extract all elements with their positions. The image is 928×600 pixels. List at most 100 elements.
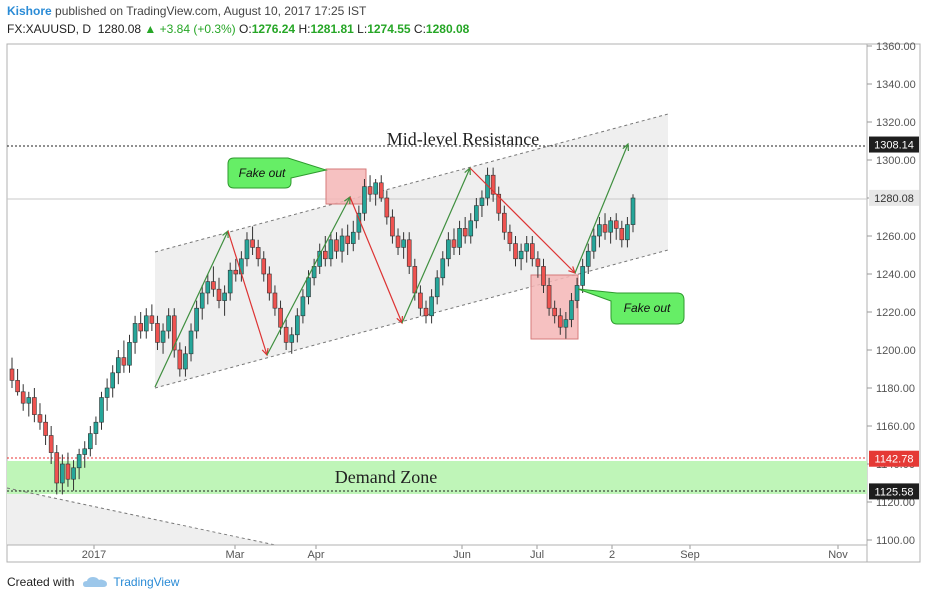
candle-body (267, 273, 272, 294)
candle-body (37, 414, 43, 423)
demand-zone (7, 461, 867, 494)
candle-body (149, 315, 155, 324)
candle-body (557, 315, 563, 328)
x-tick-label: Jun (453, 549, 471, 561)
candle-body (418, 292, 423, 309)
candle-body (507, 231, 513, 244)
candle-body (295, 315, 300, 336)
x-tick-label: Nov (828, 549, 848, 561)
open-label: O: (239, 22, 252, 36)
lower-trend-line (6, 487, 276, 546)
candle-body (54, 452, 60, 484)
candle-body (138, 323, 143, 332)
price-label-bg (869, 450, 919, 467)
candle-body (362, 186, 367, 214)
candle-body (608, 220, 613, 233)
candle-body (529, 243, 535, 260)
price-label-bg (869, 189, 919, 206)
candle-body (479, 197, 485, 206)
x-tick-label: Mar (226, 549, 245, 561)
published-text: published on TradingView.com, August 10,… (55, 4, 367, 18)
x-tick-label: Sep (680, 549, 700, 561)
x-tick-label: Jul (530, 549, 544, 561)
price-label: 1280.08 (874, 193, 914, 205)
candle-body (48, 435, 54, 453)
author-name[interactable]: Kishore (7, 4, 52, 18)
candle-body (32, 397, 37, 415)
candle-body (216, 288, 222, 301)
swing-arrow (349, 196, 403, 324)
y-tick-label: 1220.00 (876, 307, 916, 319)
candle-body (127, 342, 132, 366)
candle-body (563, 319, 569, 328)
candles (9, 167, 636, 495)
x-tick-label: 2017 (82, 549, 106, 561)
candle-body (227, 269, 233, 294)
candle-body (569, 300, 574, 320)
ohlc-header: FX:XAUUSD, D 1280.08 ▲ +3.84 (+0.3%) O:1… (7, 22, 469, 36)
candle-body (345, 235, 350, 244)
candle-body (115, 357, 121, 374)
candle-body (406, 239, 412, 267)
candle-body (373, 182, 378, 195)
y-tick-label: 1300.00 (876, 155, 916, 167)
candle-body (306, 277, 311, 298)
candle-body (171, 315, 177, 351)
candle-body (462, 228, 468, 237)
y-tick-label: 1260.00 (876, 231, 916, 243)
candle-body (76, 454, 82, 469)
candle-body (434, 277, 440, 298)
close-label: C: (413, 22, 426, 36)
candle-body (205, 281, 211, 294)
tradingview-link[interactable]: TradingView (113, 575, 180, 589)
candle-body (625, 224, 630, 241)
created-with-text: Created with (7, 575, 75, 589)
price-label: 1142.78 (875, 454, 914, 466)
candle-body (591, 235, 597, 252)
candle-body (272, 292, 278, 309)
y-tick-label: 1100.00 (876, 535, 915, 547)
swing-arrow (227, 230, 268, 356)
candle-body (183, 353, 188, 370)
candle-body (524, 243, 530, 252)
candle-body (446, 239, 451, 260)
callout-1-shape (227, 157, 328, 189)
low-value: 1274.55 (367, 22, 411, 36)
callout-2-text: Fake out (624, 301, 671, 315)
swing-arrow (154, 230, 229, 388)
candle-body (468, 220, 474, 237)
y-tick-label: 1180.00 (876, 383, 915, 395)
candle-body (20, 391, 26, 404)
candle-body (99, 397, 104, 423)
swing-arrow (469, 167, 576, 274)
candle-body (110, 372, 116, 389)
candle-body (585, 250, 591, 267)
candle-body (60, 463, 65, 484)
candle-body (155, 323, 160, 343)
price-change: ▲ +3.84 (+0.3%) (144, 22, 236, 36)
candle-body (65, 463, 71, 480)
close-value: 1280.08 (425, 22, 470, 36)
high-value: 1281.81 (310, 22, 354, 36)
price-axis-frame (866, 43, 921, 563)
candle-body (9, 368, 15, 381)
swing-arrow (574, 143, 629, 274)
low-label: L: (357, 22, 368, 36)
candle-body (255, 247, 261, 260)
price-label: 1308.14 (874, 140, 914, 152)
y-tick-label: 1360.00 (876, 41, 916, 53)
candle-body (233, 269, 239, 275)
candle-body (630, 197, 636, 225)
fakeout-callout-2: Fake out (577, 288, 685, 325)
candle-body (15, 380, 20, 393)
price-label: 1125.58 (875, 486, 914, 498)
callout-1-text: Fake out (239, 166, 286, 180)
candle-body (541, 266, 546, 286)
channel-upper-line (154, 113, 669, 253)
publish-header: Kishore published on TradingView.com, Au… (7, 4, 366, 18)
candle-body (334, 239, 339, 252)
candle-body (328, 239, 334, 260)
candle-body (390, 216, 395, 237)
lower-channel-fill (7, 488, 275, 545)
